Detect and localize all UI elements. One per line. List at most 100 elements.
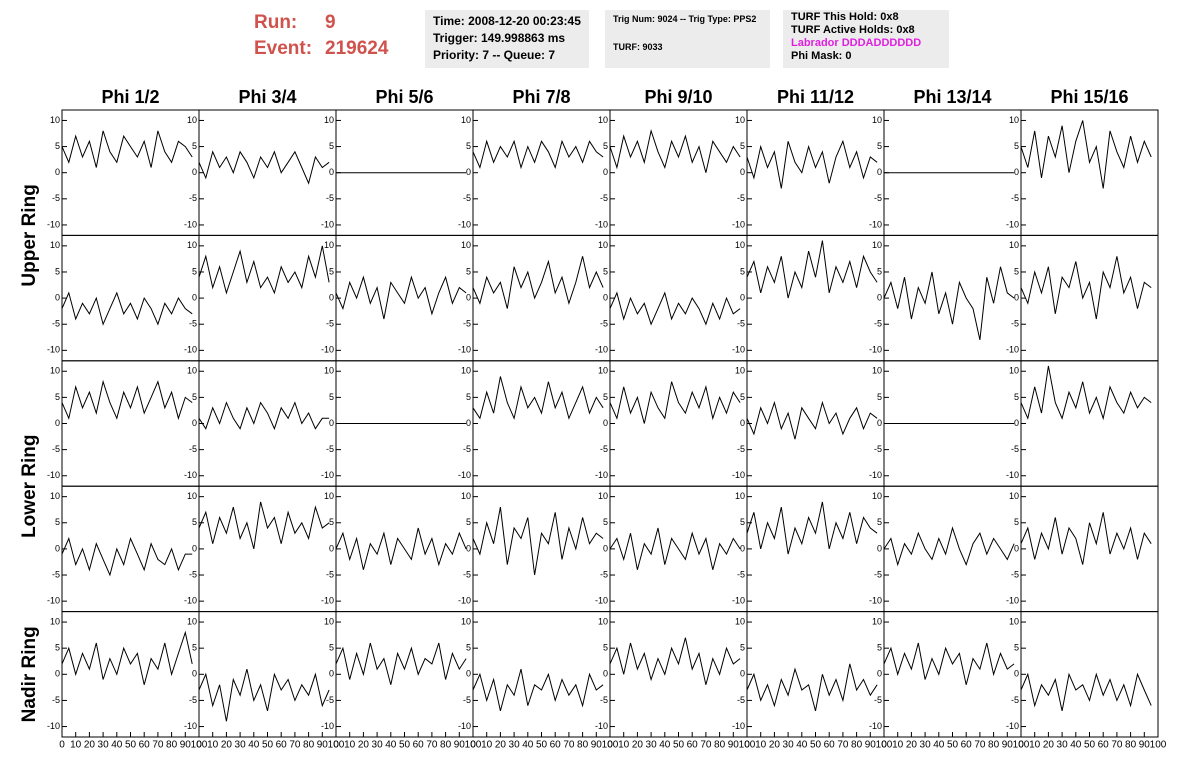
panel-frame <box>61 611 200 738</box>
x-tick-label: 30 <box>783 740 795 751</box>
x-tick-label: 40 <box>385 740 397 751</box>
x-tick-label: 50 <box>536 740 548 751</box>
y-tick-label: 10 <box>461 115 471 125</box>
y-tick-label: -10 <box>1006 219 1019 229</box>
y-tick-label: 0 <box>55 167 60 177</box>
panel-frame <box>609 360 748 487</box>
x-tick-label: 50 <box>125 740 137 751</box>
x-tick-label: 20 <box>358 740 370 751</box>
waveform <box>746 663 878 712</box>
y-tick-label: -10 <box>321 596 334 606</box>
y-tick-label: 10 <box>461 366 471 376</box>
y-tick-label: 0 <box>55 292 60 302</box>
y-tick-label: -10 <box>869 345 882 355</box>
x-tick-label: 60 <box>550 740 562 751</box>
panel-frame <box>198 485 337 613</box>
panel-frame <box>609 109 748 236</box>
x-tick-label: 50 <box>399 740 411 751</box>
y-tick-label: 0 <box>740 167 745 177</box>
y-tick-label: 0 <box>192 418 197 428</box>
y-tick-label: 0 <box>192 292 197 302</box>
x-tick-label: 0 <box>333 740 339 751</box>
y-tick-label: 10 <box>50 240 60 250</box>
y-tick-label: 5 <box>1014 643 1019 653</box>
y-tick-label: 0 <box>192 543 197 553</box>
waveform <box>198 150 330 185</box>
waveform <box>472 668 604 712</box>
x-tick-label: 40 <box>1070 740 1082 751</box>
y-tick-label: 5 <box>1014 392 1019 402</box>
y-tick-label: 5 <box>603 266 608 276</box>
y-tick-label: 0 <box>466 669 471 679</box>
y-tick-label: 5 <box>466 517 471 527</box>
this-hold: TURF This Hold: 0x8 <box>791 11 899 23</box>
y-tick-label: 10 <box>324 366 334 376</box>
x-tick-label: 10 <box>1029 740 1041 751</box>
x-tick-label: 20 <box>84 740 96 751</box>
y-tick-label: 10 <box>187 115 197 125</box>
x-tick-label: 20 <box>1043 740 1055 751</box>
y-tick-label: 0 <box>877 418 882 428</box>
waveform <box>198 501 330 550</box>
x-tick-label: 0 <box>59 740 65 751</box>
x-tick-label: 100 <box>328 740 345 751</box>
y-tick-label: 5 <box>877 392 882 402</box>
y-tick-label: 10 <box>598 616 608 626</box>
x-tick-label: 10 <box>70 740 82 751</box>
x-tick-label: 90 <box>728 740 740 751</box>
x-tick-label: 60 <box>961 740 973 751</box>
x-tick-label: 80 <box>1125 740 1137 751</box>
y-tick-label: 10 <box>187 240 197 250</box>
x-tick-label: 30 <box>372 740 384 751</box>
y-tick-label: 5 <box>192 643 197 653</box>
waveform <box>335 527 467 570</box>
x-tick-label: 10 <box>344 740 356 751</box>
y-tick-label: 5 <box>55 517 60 527</box>
y-tick-label: 0 <box>740 669 745 679</box>
x-tick-label: 60 <box>139 740 151 751</box>
y-tick-label: 0 <box>466 418 471 428</box>
y-tick-label: 5 <box>192 392 197 402</box>
y-tick-label: 0 <box>329 292 334 302</box>
panel-frame <box>746 611 885 738</box>
y-tick-label: -10 <box>458 470 471 480</box>
y-tick-label: 5 <box>1014 141 1019 151</box>
panel-frame <box>746 234 885 362</box>
panel-frame <box>198 109 337 236</box>
y-tick-label: 5 <box>877 141 882 151</box>
panel-frame <box>61 109 200 236</box>
y-tick-label: -5 <box>1011 569 1019 579</box>
y-tick-label: 10 <box>1009 616 1019 626</box>
y-tick-label: -10 <box>732 596 745 606</box>
waveform <box>746 501 878 555</box>
y-tick-label: 5 <box>1014 266 1019 276</box>
y-tick-label: -10 <box>869 219 882 229</box>
y-tick-label: 5 <box>740 266 745 276</box>
panel-frame <box>1020 485 1159 613</box>
waveform <box>335 275 467 320</box>
waveform <box>1020 120 1152 189</box>
y-tick-label: 0 <box>740 543 745 553</box>
panel-frame <box>1020 109 1159 236</box>
y-tick-label: -10 <box>458 345 471 355</box>
y-tick-label: 10 <box>50 616 60 626</box>
y-tick-label: 0 <box>329 543 334 553</box>
y-tick-label: -5 <box>326 569 334 579</box>
y-tick-label: 5 <box>466 643 471 653</box>
y-tick-label: 10 <box>598 366 608 376</box>
column-label: Phi 5/6 <box>375 87 433 107</box>
y-tick-label: 10 <box>324 115 334 125</box>
y-tick-label: -10 <box>1006 345 1019 355</box>
x-tick-label: 40 <box>796 740 808 751</box>
x-tick-label: 90 <box>1139 740 1151 751</box>
y-tick-label: -5 <box>326 193 334 203</box>
y-tick-label: 0 <box>1014 167 1019 177</box>
waveform <box>746 240 878 299</box>
y-tick-label: -5 <box>737 319 745 329</box>
waveform <box>198 245 330 295</box>
y-tick-label: -5 <box>326 444 334 454</box>
x-tick-label: 30 <box>920 740 932 751</box>
y-tick-label: 0 <box>1014 669 1019 679</box>
x-tick-label: 70 <box>563 740 575 751</box>
y-tick-label: -10 <box>184 345 197 355</box>
